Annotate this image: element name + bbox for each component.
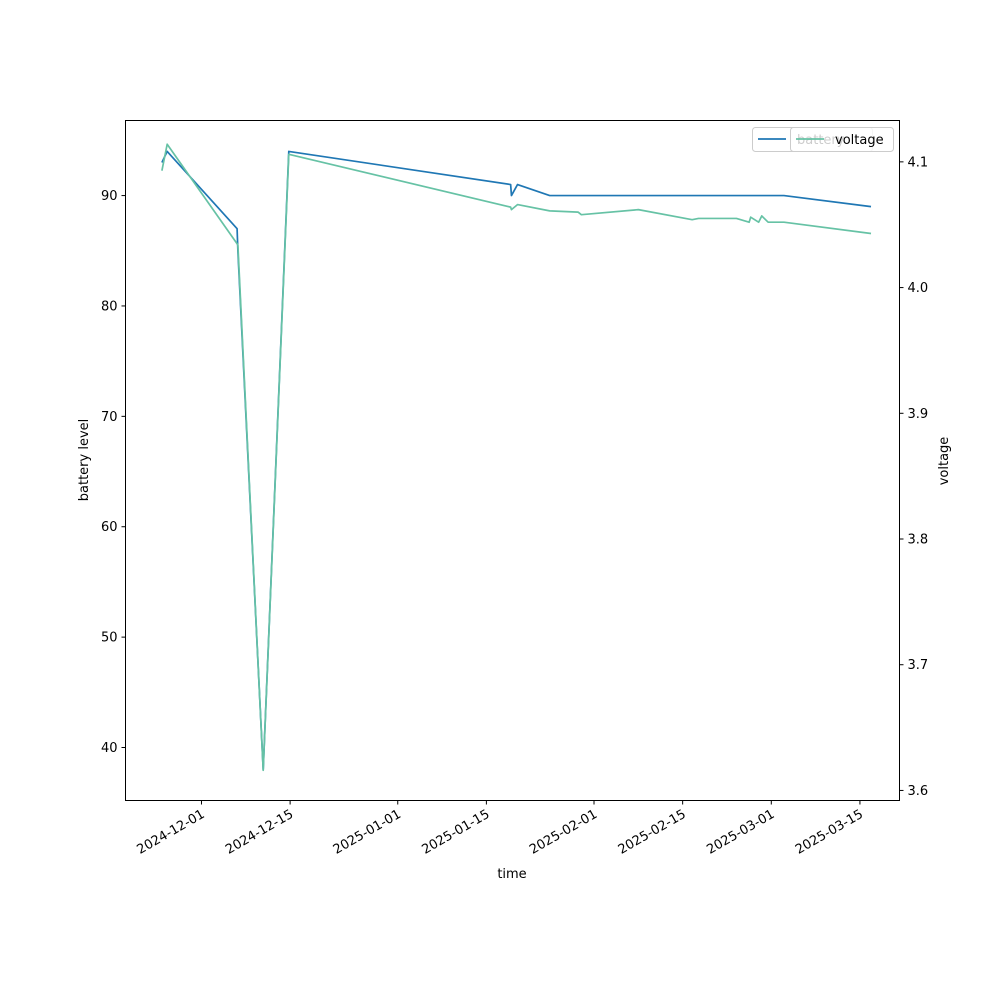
legend-voltage-box [790,127,894,152]
right-y-tick-label: 3.8 [908,533,929,548]
left-y-tick-label: 60 [101,520,118,535]
legend-voltage: voltage [790,127,894,152]
right-y-tick-label: 3.7 [908,658,929,673]
left-y-tick-label: 70 [101,410,118,425]
series-lines [161,143,872,772]
right-y-axis-label: voltage [937,437,952,486]
left-y-tick-label: 50 [101,631,118,646]
series-line-voltage [161,143,872,772]
right-y-tick-label: 3.6 [908,784,929,799]
left-y-tick-label: 80 [101,299,118,314]
x-axis-label: time [497,867,526,882]
right-y-tick-label: 3.9 [908,407,929,422]
left-y-axis-label: battery level [77,419,92,502]
legend-voltage-label: voltage [835,133,884,148]
left-y-tick-label: 40 [101,741,118,756]
right-y-tick-label: 4.1 [908,155,929,170]
left-y-tick-label: 90 [101,189,118,204]
plot-area-frame [125,120,900,801]
right-y-axis-ticks: 3.6 3.7 3.8 3.9 4.0 4.1 [899,155,929,799]
series-line-battery [161,150,872,771]
right-y-tick-label: 4.0 [908,281,929,296]
left-y-axis-ticks: 40 50 60 70 80 90 [101,189,126,756]
